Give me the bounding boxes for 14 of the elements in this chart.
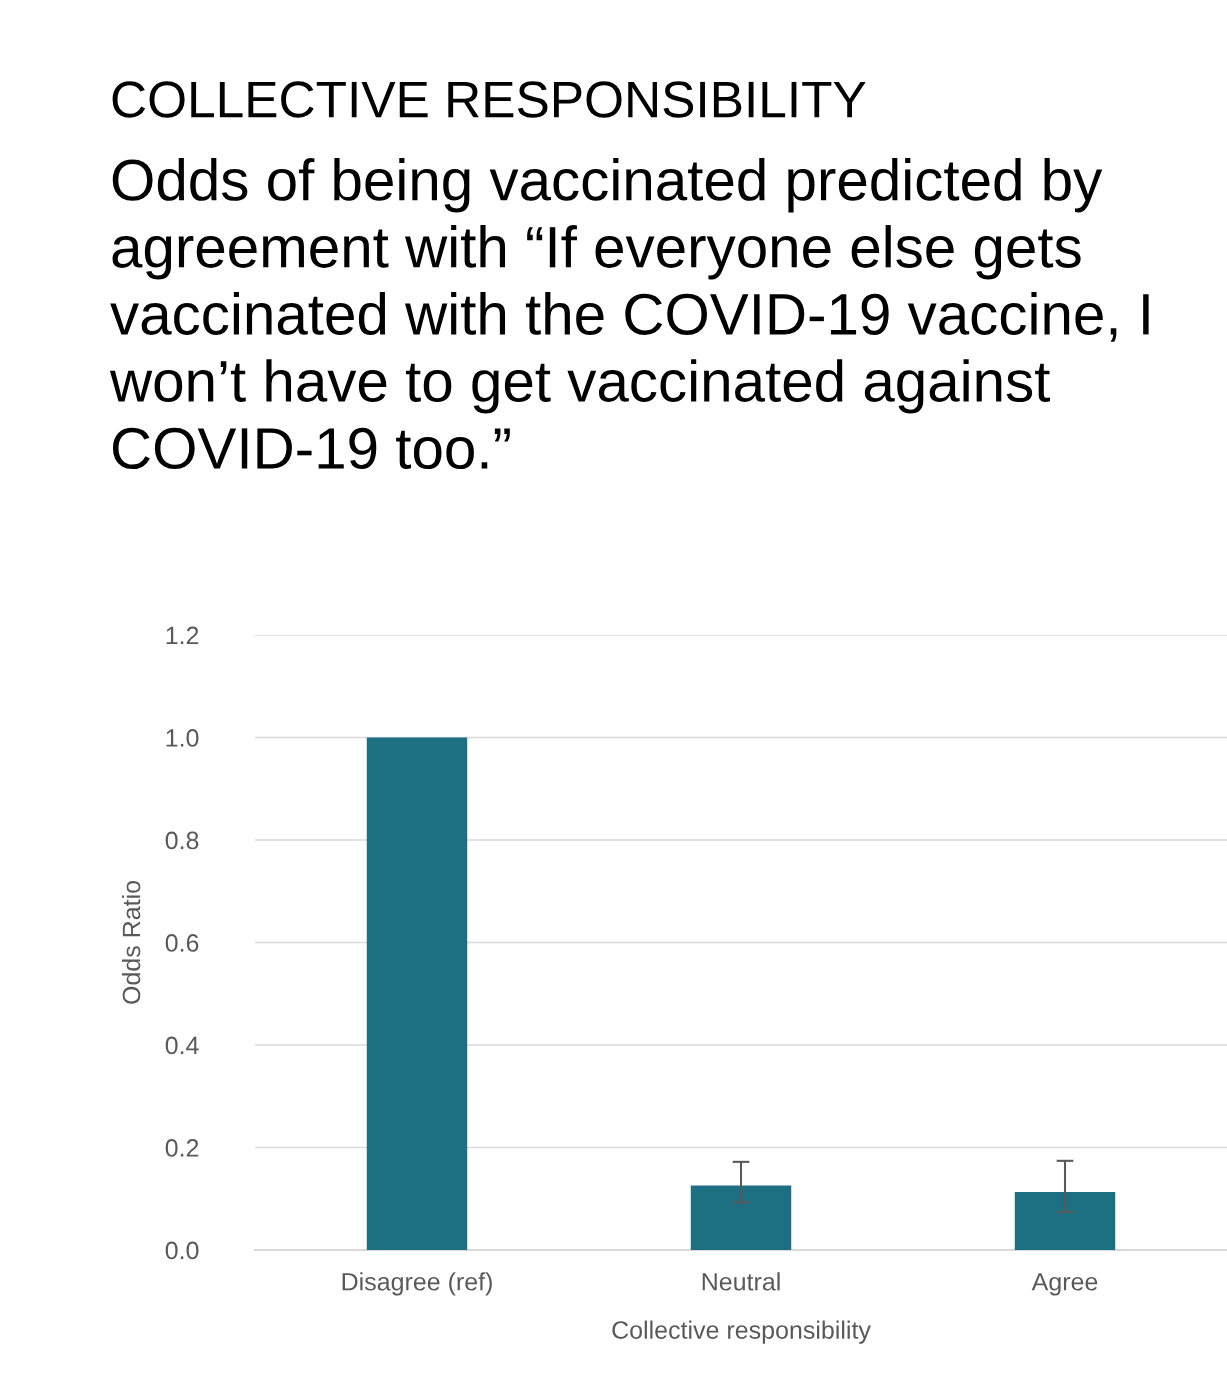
y-tick-label: 0.0 [165, 1241, 199, 1260]
x-tick-label: Disagree (ref) [342, 1272, 492, 1296]
chart-subtitle: Odds of being vaccinated predicted by agreement with “If everyone else gets vaccinated with the COVID-19 vaccine, I won’t have to get vaccinated against COVID-19 too.” [109, 158, 1149, 470]
y-tick-label: 0.2 [165, 1139, 199, 1157]
y-tick-label: 1.2 [166, 626, 199, 645]
y-tick-label: 0.4 [165, 1036, 199, 1055]
y-axis-title: Odds Ratio [121, 881, 141, 1004]
x-tick-label: Neutral [702, 1272, 780, 1291]
x-axis-title: Collective responsibility [612, 1320, 871, 1344]
y-tick-label: 0.6 [165, 934, 199, 952]
y-tick-label: 0.8 [165, 831, 199, 850]
chart-title: COLLECTIVE RESPONSIBILITY [112, 81, 866, 118]
y-tick-label: 1.0 [166, 729, 199, 747]
x-tick-label: Agree [1031, 1273, 1098, 1296]
